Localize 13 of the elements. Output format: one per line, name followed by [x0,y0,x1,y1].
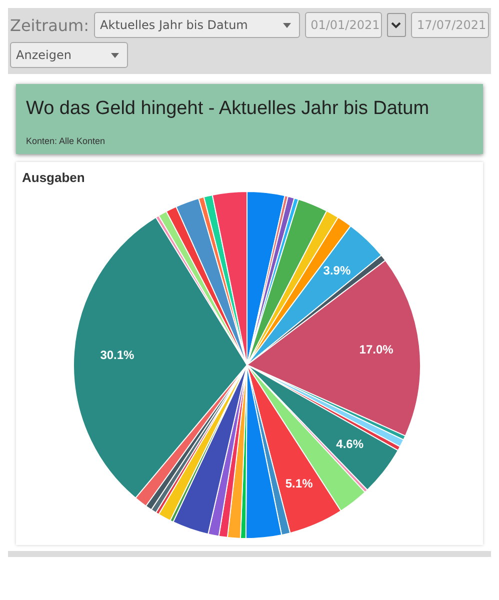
text: Zeitraum: [10,16,90,34]
text: Aktuelles Jahr bis Datum [100,18,248,32]
data-label: 5.1% [285,476,314,491]
data-label: 17.0% [359,342,394,357]
chart-subtitle: Konten: Alle Konten [26,136,106,146]
text: 17/07/2021 [417,18,486,32]
text: Ausgaben [22,170,86,185]
chart-title: Wo das Geld hingeht - Aktuelles Jahr bis Datum [26,98,430,120]
data-label: 4.6% [336,437,364,452]
text: Anzeigen [16,48,72,62]
data-label: 3.9% [323,263,351,278]
text: 01/01/2021 [310,18,380,32]
data-label: 30.1% [100,348,135,362]
